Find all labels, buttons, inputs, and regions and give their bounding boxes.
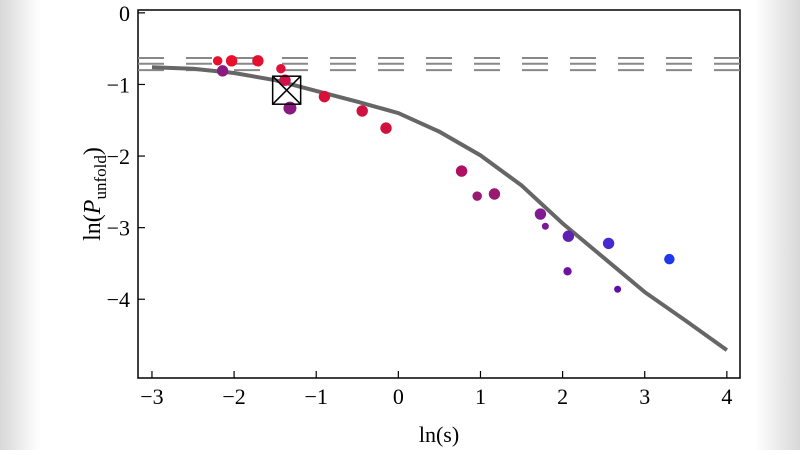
- y-label-sub: unfold: [91, 155, 110, 200]
- data-point: [541, 222, 549, 230]
- data-point: [563, 267, 572, 276]
- data-point: [318, 90, 331, 103]
- x-tick-label: 2: [557, 384, 568, 409]
- x-tick-label: −1: [305, 384, 328, 409]
- y-tick-label: −4: [107, 287, 130, 312]
- data-point: [534, 208, 547, 220]
- x-tick-label: 0: [393, 384, 404, 409]
- fit-curve: [151, 65, 729, 352]
- edge-shade: [0, 0, 40, 450]
- x-axis-label: ln(s): [419, 422, 459, 447]
- y-label-part: ): [80, 147, 106, 155]
- data-point: [562, 230, 575, 242]
- marker-part: [271, 75, 302, 105]
- data-point: [455, 165, 468, 177]
- x-tick-label: 4: [721, 384, 732, 409]
- edge-shade: [755, 0, 800, 450]
- plot-frame: [137, 9, 741, 379]
- data-point: [664, 253, 675, 265]
- y-label-part: ln(: [80, 214, 106, 241]
- x-tick-label: 1: [475, 384, 486, 409]
- data-point: [276, 63, 286, 74]
- y-tick-label: −1: [107, 72, 130, 97]
- data-point: [225, 55, 238, 67]
- y-tick-label: 0: [119, 1, 130, 26]
- data-point: [216, 65, 229, 77]
- x-tick-label: −2: [222, 384, 245, 409]
- marker-part: [272, 75, 302, 105]
- y-label-var: P: [80, 199, 106, 215]
- data-point: [356, 105, 368, 117]
- data-point: [614, 285, 622, 293]
- data-point: [380, 122, 392, 134]
- data-point: [279, 74, 291, 86]
- data-point: [252, 55, 264, 67]
- x-tick-label: 3: [639, 384, 650, 409]
- x-tick-label: −3: [140, 384, 163, 409]
- y-tick-label: −2: [107, 144, 130, 169]
- data-point: [472, 191, 482, 201]
- highlight-marker: [271, 75, 302, 105]
- data-point: [212, 56, 223, 66]
- y-axis-label: ln(Punfold): [80, 147, 110, 241]
- y-tick-label: −3: [107, 216, 130, 241]
- data-point: [488, 188, 501, 200]
- data-point: [602, 237, 615, 250]
